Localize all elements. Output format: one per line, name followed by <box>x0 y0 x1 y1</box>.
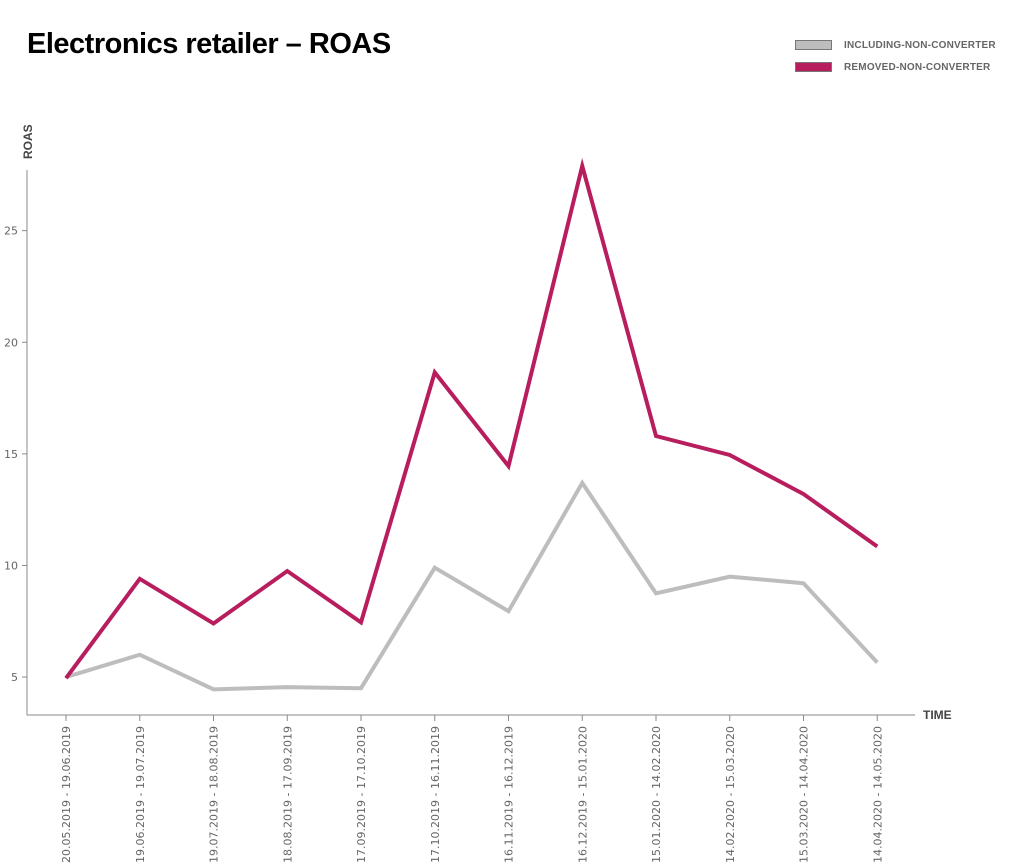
axes: ROAS TIME <box>21 124 952 722</box>
legend-item-removed[interactable]: REMOVED-NON-CONVERTER <box>795 56 996 78</box>
x-tick-label: 17.09.2019 - 17.10.2019 <box>355 726 368 863</box>
legend-label-including: INCLUDING-NON-CONVERTER <box>844 39 996 51</box>
y-tick-label: 25 <box>4 225 18 238</box>
y-tick-label: 10 <box>4 559 18 572</box>
series-line-removed-non-converter <box>64 157 879 680</box>
legend-item-including[interactable]: INCLUDING-NON-CONVERTER <box>795 34 996 56</box>
y-tick-label: 15 <box>4 448 18 461</box>
x-tick-label: 16.11.2019 - 16.12.2019 <box>503 726 516 863</box>
x-tick-label: 16.12.2019 - 15.01.2020 <box>576 726 589 863</box>
x-tick-label: 15.01.2020 - 14.02.2020 <box>650 726 663 863</box>
legend: INCLUDING-NON-CONVERTER REMOVED-NON-CONV… <box>795 34 996 78</box>
y-axis-title: ROAS <box>21 124 35 159</box>
x-tick-label: 15.03.2020 - 14.04.2020 <box>798 726 811 863</box>
legend-label-removed: REMOVED-NON-CONVERTER <box>844 61 991 73</box>
legend-swatch-including <box>795 40 832 50</box>
x-axis-title: TIME <box>923 708 952 722</box>
series-line-including-non-converter <box>65 479 879 692</box>
y-ticks: 5 10 15 20 25 <box>4 225 27 684</box>
x-tick-label: 19.06.2019 - 19.07.2019 <box>134 726 147 863</box>
x-tick-label: 19.07.2019 - 18.08.2019 <box>208 726 221 863</box>
legend-swatch-removed <box>795 62 832 72</box>
y-tick-label: 20 <box>4 336 18 349</box>
x-tick-label: 17.10.2019 - 16.11.2019 <box>429 726 442 863</box>
x-tick-label: 14.04.2020 - 14.05.2020 <box>871 726 884 863</box>
x-tick-label: 20.05.2019 - 19.06.2019 <box>60 726 73 863</box>
x-tick-label: 18.08.2019 - 17.09.2019 <box>281 726 294 863</box>
y-tick-label: 5 <box>11 671 18 684</box>
x-ticks: 20.05.2019 - 19.06.2019 19.06.2019 - 19.0… <box>60 715 884 863</box>
series-layer <box>64 157 879 692</box>
x-tick-label: 14.02.2020 - 15.03.2020 <box>724 726 737 863</box>
chart-title: Electronics retailer – ROAS <box>27 28 391 60</box>
